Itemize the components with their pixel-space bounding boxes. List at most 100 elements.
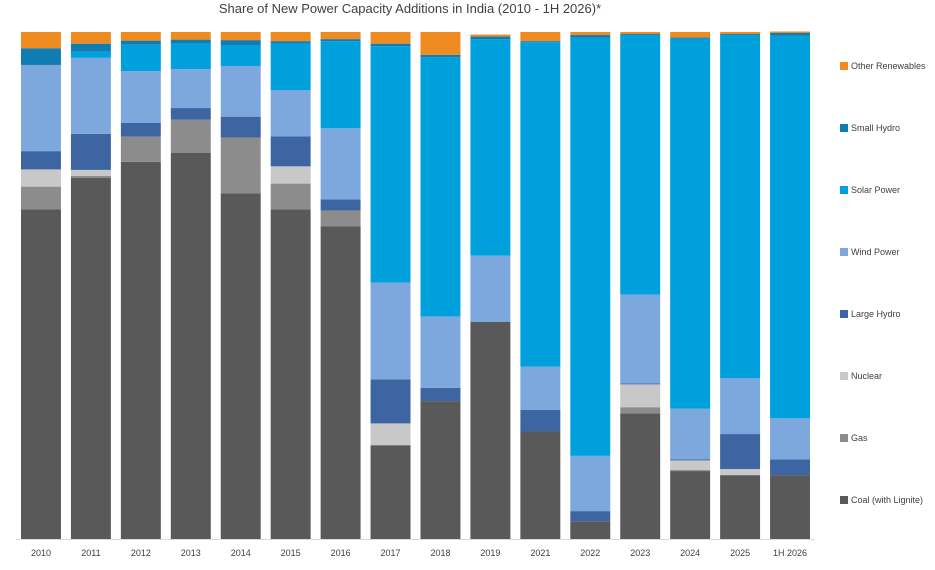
bar-segment-solar-power-2022: [570, 37, 611, 456]
bar-segment-coal-with-lignite-2019: [470, 322, 511, 539]
bar-segment-other-renewables-2021: [520, 32, 561, 42]
legend-label: Small Hydro: [851, 123, 901, 133]
bar-segment-coal-with-lignite-2012: [120, 161, 161, 540]
bar-segment-large-hydro-2021: [520, 409, 561, 432]
bar-stack-2024: [670, 32, 711, 539]
bar-stack-2016: [320, 32, 361, 539]
bar-segment-solar-power-2018: [420, 57, 461, 317]
bar-segment-wind-power-2022: [570, 455, 611, 512]
bar-stack-2017: [370, 32, 411, 539]
bar-segment-other-renewables-2012: [120, 32, 161, 41]
bar-segment-other-renewables-2018: [420, 32, 461, 55]
bar-segment-wind-power-2025: [720, 378, 761, 435]
x-tick-label: 2012: [131, 548, 151, 558]
legend-item-large-hydro: Large Hydro: [840, 307, 901, 321]
legend-swatch: [840, 248, 848, 256]
bar-segment-other-renewables-2015: [270, 32, 311, 42]
x-tick-label: 2015: [281, 548, 301, 558]
x-tick-label: 2024: [680, 548, 700, 558]
bar-segment-gas-2024: [670, 470, 711, 472]
bar-segment-large-hydro-1h-2026: [770, 459, 811, 476]
bar-segment-small-hydro-1h-2026: [770, 33, 811, 36]
legend-swatch: [840, 372, 848, 380]
bar-segment-coal-with-lignite-2013: [170, 152, 211, 540]
bar-segment-coal-with-lignite-2011: [70, 178, 111, 539]
bar-segment-small-hydro-2011: [70, 43, 111, 52]
bar-segment-other-renewables-2016: [320, 32, 361, 40]
legend-swatch: [840, 434, 848, 442]
bar-segment-nuclear-2025: [720, 469, 761, 476]
bar-segment-wind-power-2011: [70, 57, 111, 134]
bar-stack-2025: [720, 32, 761, 539]
bar-segment-large-hydro-2014: [220, 116, 261, 138]
bar-segment-wind-power-2024: [670, 408, 711, 460]
bar-segment-solar-power-2025: [720, 35, 761, 379]
bar-segment-small-hydro-2019: [470, 36, 511, 40]
bar-segment-wind-power-1h-2026: [770, 418, 811, 460]
chart-title: Share of New Power Capacity Additions in…: [218, 1, 602, 16]
bar-segment-large-hydro-2012: [120, 122, 161, 137]
bar-stack-2015: [270, 32, 311, 539]
bar-stack-2023: [620, 32, 661, 539]
bar-segment-coal-with-lignite-2022: [570, 521, 611, 539]
bar-segment-nuclear-2015: [270, 166, 311, 184]
x-tick-label: 2025: [730, 548, 750, 558]
legend-label: Nuclear: [851, 371, 883, 381]
bar-segment-other-renewables-2024: [670, 32, 711, 38]
bar-segment-wind-power-2017: [370, 282, 411, 380]
bar-segment-solar-power-2017: [370, 46, 411, 283]
bar-stack-2010: [20, 32, 61, 539]
bar-segment-nuclear-2011: [70, 169, 111, 176]
bar-stack-2022: [570, 32, 611, 539]
bar-segment-wind-power-2023: [620, 294, 661, 384]
x-tick-label: 2010: [31, 548, 51, 558]
bar-segment-nuclear-2017: [370, 423, 411, 446]
bar-segment-gas-2010: [20, 186, 61, 210]
bar-stack-2021: [520, 32, 561, 539]
legend-item-wind-power: Wind Power: [840, 245, 900, 259]
legend-item-small-hydro: Small Hydro: [840, 121, 900, 135]
bar-segment-solar-power-1h-2026: [770, 35, 811, 419]
bar-segment-coal-with-lignite-2021: [520, 431, 561, 539]
legend-swatch: [840, 186, 848, 194]
bar-segment-large-hydro-2017: [370, 379, 411, 424]
bar-segment-wind-power-2012: [120, 71, 161, 123]
bar-segment-small-hydro-2018: [420, 54, 461, 58]
bar-segment-large-hydro-2018: [420, 387, 461, 402]
legend-item-solar-power: Solar Power: [840, 183, 900, 197]
bar-segment-nuclear-2010: [20, 169, 61, 187]
bar-stack-2011: [70, 32, 111, 539]
legend-label: Gas: [851, 433, 868, 443]
legend-swatch: [840, 124, 848, 132]
bar-segment-gas-2012: [120, 136, 161, 162]
bar-segment-large-hydro-2016: [320, 199, 361, 211]
bar-segment-other-renewables-1h-2026: [770, 31, 811, 34]
bar-segment-large-hydro-2025: [720, 434, 761, 470]
legend-label: Other Renewables: [851, 61, 926, 71]
legend-item-coal-with-lignite: Coal (with Lignite): [840, 493, 923, 507]
legend-item-nuclear: Nuclear: [840, 369, 882, 383]
legend-item-gas: Gas: [840, 431, 868, 445]
x-tick-label: 2022: [580, 548, 600, 558]
bar-segment-gas-2016: [320, 210, 361, 227]
bar-segment-gas-2023: [620, 407, 661, 414]
bar-segment-small-hydro-2010: [20, 48, 61, 65]
x-tick-label: 1H 2026: [773, 548, 807, 558]
bar-segment-other-renewables-2011: [70, 32, 111, 44]
bar-segment-large-hydro-2010: [20, 151, 61, 170]
bar-segment-small-hydro-2023: [620, 34, 661, 36]
legend-swatch: [840, 62, 848, 70]
bar-segment-small-hydro-2014: [220, 40, 261, 46]
x-tick-label: 2011: [81, 548, 100, 558]
bar-segment-large-hydro-2023: [620, 383, 661, 385]
x-tick-label: 2017: [381, 548, 401, 558]
bar-segment-large-hydro-2013: [170, 108, 211, 120]
bar-segment-wind-power-2016: [320, 128, 361, 200]
bar-segment-coal-with-lignite-2010: [20, 209, 61, 539]
bar-stack-2019: [470, 34, 511, 539]
bar-segment-solar-power-2012: [120, 44, 161, 72]
bar-stack-2018: [420, 32, 461, 539]
legend-label: Coal (with Lignite): [851, 495, 924, 505]
bar-segment-gas-2013: [170, 119, 211, 153]
bar-segment-wind-power-2010: [20, 64, 61, 152]
